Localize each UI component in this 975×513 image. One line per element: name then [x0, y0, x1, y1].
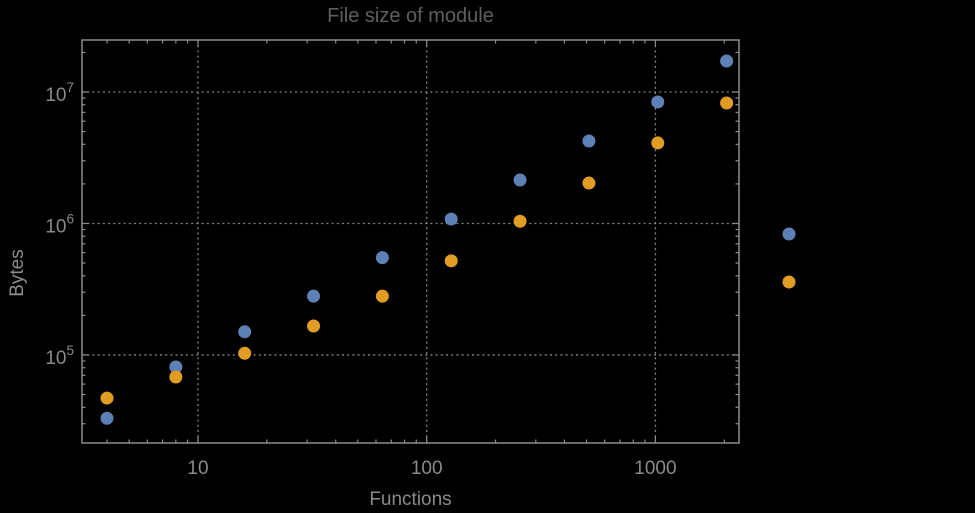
- data-point-series-2-orange-x2048: [720, 96, 734, 110]
- x-tick-label-1000: 1000: [634, 458, 676, 479]
- data-point-series-1-blue-x4: [100, 411, 114, 425]
- data-point-series-1-blue-x256: [513, 173, 527, 187]
- data-point-series-2-orange-x8: [169, 370, 183, 384]
- x-tick-label-100: 100: [411, 458, 443, 479]
- y-tick-label-10e5: 105: [45, 343, 74, 369]
- legend-marker-series-1-blue: [782, 227, 796, 241]
- data-point-series-2-orange-x4: [100, 391, 114, 405]
- y-tick-label-10e6: 106: [45, 211, 74, 237]
- data-point-series-2-orange-x16: [238, 346, 252, 360]
- data-point-series-1-blue-x1024: [651, 95, 665, 109]
- data-point-series-1-blue-x512: [582, 134, 596, 148]
- data-point-series-1-blue-x2048: [720, 54, 734, 68]
- data-point-series-1-blue-x128: [444, 212, 458, 226]
- data-point-series-1-blue-x8: [169, 360, 183, 374]
- y-axis-label: Bytes: [7, 249, 28, 297]
- data-point-series-2-orange-x1024: [651, 136, 665, 150]
- legend-marker-series-2-orange: [782, 275, 796, 289]
- plot-frame: [81, 39, 740, 444]
- data-point-series-2-orange-x512: [582, 176, 596, 190]
- data-point-series-2-orange-x32: [307, 319, 321, 333]
- data-point-series-2-orange-x256: [513, 214, 527, 228]
- data-point-series-1-blue-x16: [238, 325, 252, 339]
- plot-title: File size of module: [327, 5, 494, 27]
- x-tick-label-10: 10: [187, 458, 208, 479]
- data-point-series-2-orange-x64: [375, 289, 389, 303]
- data-point-series-1-blue-x64: [375, 251, 389, 265]
- x-axis-label: Functions: [369, 489, 452, 510]
- data-point-series-1-blue-x32: [307, 289, 321, 303]
- y-tick-label-10e7: 107: [45, 80, 74, 106]
- data-point-series-2-orange-x128: [444, 254, 458, 268]
